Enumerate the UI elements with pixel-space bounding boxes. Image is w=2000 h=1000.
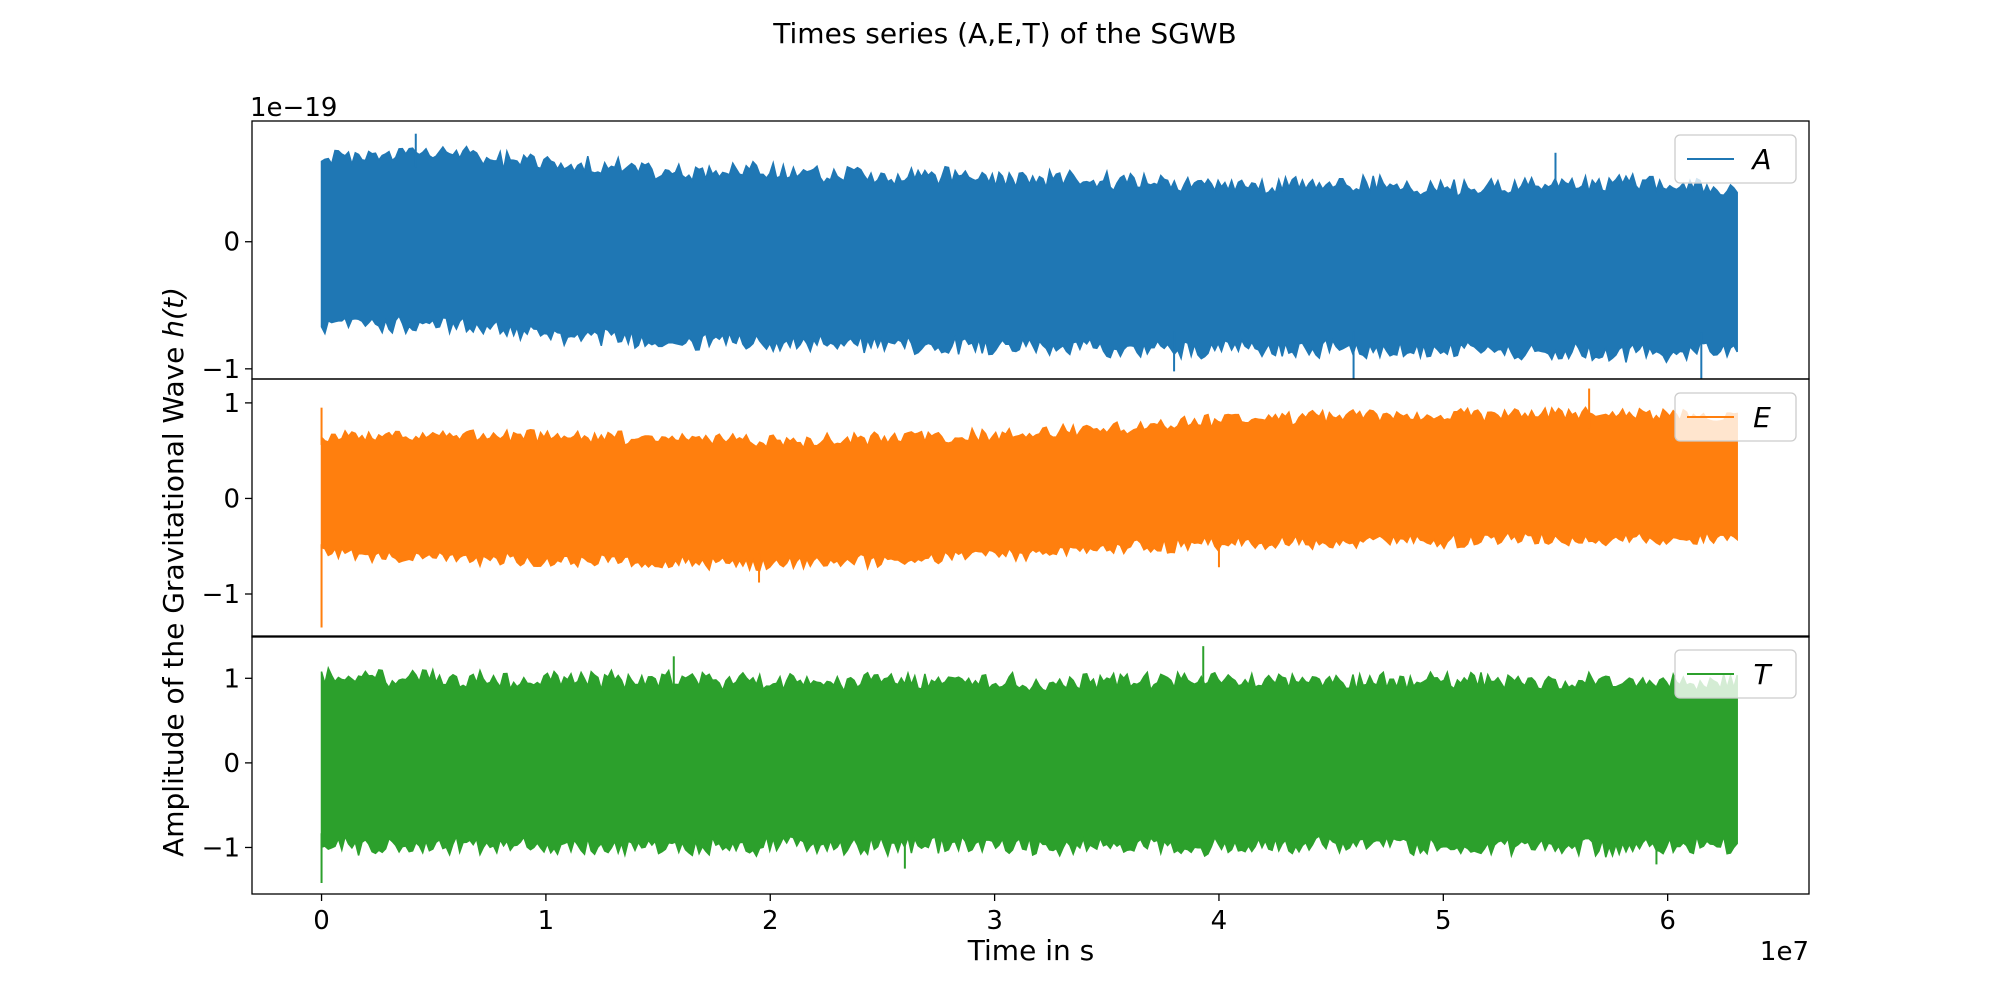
panel-T: 1 0 −1 T (202, 635, 1810, 895)
legend-label-T: T (1753, 658, 1772, 691)
legend-E: E (1674, 392, 1797, 442)
x-tick-label: 4 (1211, 906, 1228, 936)
y-tick-label-A: 0 (223, 228, 240, 258)
panel-A: 0 −1 A (202, 120, 1810, 385)
y-tick-label-T: 0 (223, 749, 240, 779)
legend-A: A (1674, 134, 1797, 184)
y-tick-label-A: −1 (202, 355, 240, 385)
legend-box (1674, 392, 1797, 442)
x-tick-label: 6 (1659, 906, 1676, 936)
y-axis-label: Amplitude of the Gravitational Wave h(t) (157, 287, 190, 857)
x-tick-label: 5 (1435, 906, 1452, 936)
x-tick-label: 3 (986, 906, 1003, 936)
y-tick-label-E: 1 (223, 389, 240, 419)
y-tick-label-T: −1 (202, 833, 240, 863)
legend-box (1674, 134, 1797, 184)
panel-E-frame (251, 378, 1810, 638)
y-tick-label-T: 1 (223, 664, 240, 694)
x-axis-label: Time in s (967, 934, 1094, 967)
y-tick-label-E: −1 (202, 580, 240, 610)
panel-E: 1 0 −1 E (202, 378, 1810, 638)
legend-box (1674, 649, 1797, 699)
legend-T: T (1674, 649, 1797, 699)
panels-group: 0 −1 A 1 0 −1 E 1 0 −1 T (202, 120, 1810, 895)
series-A-signal (320, 145, 1738, 364)
panel-T-frame (251, 635, 1810, 895)
legend-label-E: E (1753, 401, 1771, 434)
series-E-signal (320, 406, 1738, 573)
y-axis-label-math: h(t) (157, 287, 190, 338)
x-offset-label: 1e7 (1760, 937, 1809, 967)
chart-title: Times series (A,E,T) of the SGWB (772, 17, 1236, 50)
x-tick-label: 0 (313, 906, 330, 936)
y-tick-label-E: 0 (223, 484, 240, 514)
x-tick-label: 1 (538, 906, 555, 936)
legend-label-A: A (1750, 143, 1771, 176)
x-tick-label: 2 (762, 906, 779, 936)
x-axis: 0 1 2 3 4 5 6 (313, 894, 1676, 936)
y-axis-label-text: Amplitude of the Gravitational Wave (157, 338, 190, 857)
y-offset-label: 1e−19 (250, 93, 337, 123)
series-T-signal (320, 665, 1738, 859)
